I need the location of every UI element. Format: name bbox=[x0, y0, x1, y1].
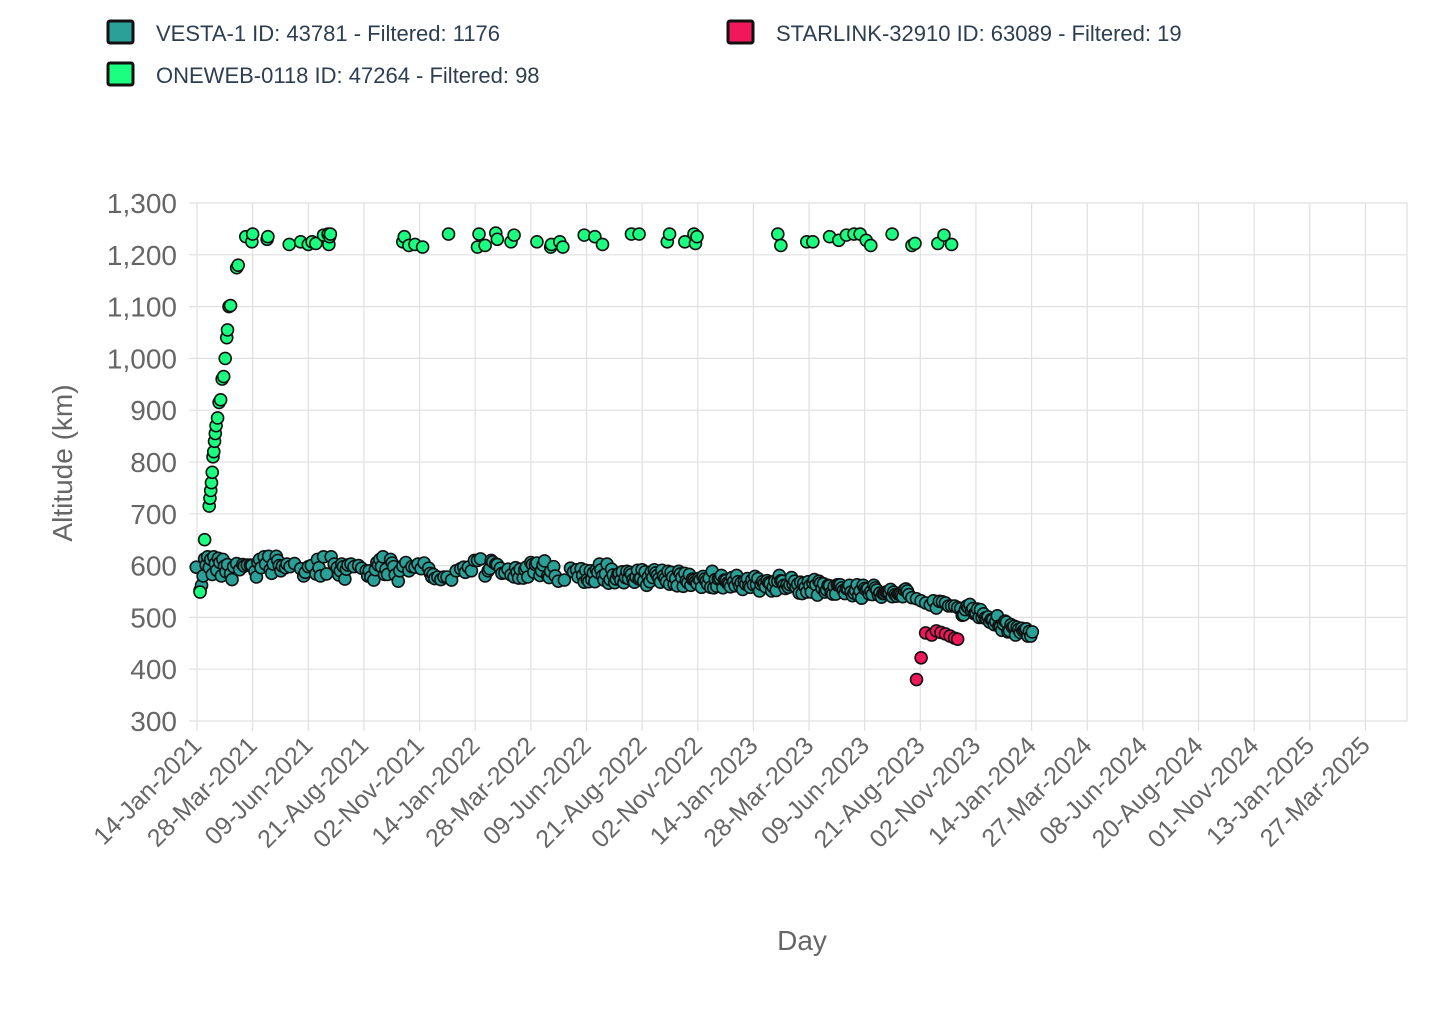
data-point[interactable] bbox=[472, 227, 486, 241]
legend-item-vesta[interactable]: VESTA-1 ID: 43781 - Filtered: 1176 bbox=[106, 19, 500, 46]
data-point[interactable] bbox=[557, 573, 572, 587]
data-point[interactable] bbox=[914, 651, 928, 665]
legend: VESTA-1 ID: 43781 - Filtered: 1176 STARL… bbox=[106, 19, 1182, 88]
data-point[interactable] bbox=[210, 411, 225, 425]
data-point[interactable] bbox=[690, 229, 704, 244]
data-point[interactable] bbox=[556, 240, 570, 254]
data-point[interactable] bbox=[632, 227, 646, 241]
x-axis-ticks: 14-Jan-202128-Mar-202109-Jun-202121-Aug-… bbox=[88, 731, 1376, 853]
legend-label-vesta: VESTA-1 ID: 43781 - Filtered: 1176 bbox=[156, 21, 500, 46]
legend-label-oneweb: ONEWEB-0118 ID: 47264 - Filtered: 98 bbox=[156, 63, 540, 88]
gridlines bbox=[189, 202, 1408, 731]
data-point[interactable] bbox=[323, 227, 338, 241]
legend-swatch-starlink bbox=[726, 19, 755, 45]
y-tick-label: 400 bbox=[130, 654, 177, 685]
legend-label-starlink: STARLINK-32910 ID: 63089 - Filtered: 19 bbox=[776, 21, 1182, 46]
series-vesta-1 bbox=[189, 549, 1040, 643]
legend-item-starlink[interactable]: STARLINK-32910 ID: 63089 - Filtered: 19 bbox=[726, 19, 1182, 46]
data-point[interactable] bbox=[908, 236, 922, 251]
data-point[interactable] bbox=[415, 240, 430, 254]
data-point[interactable] bbox=[507, 228, 521, 242]
data-point[interactable] bbox=[937, 228, 951, 242]
y-tick-label: 500 bbox=[130, 602, 177, 633]
data-point[interactable] bbox=[530, 235, 544, 249]
x-axis-title: Day bbox=[777, 925, 827, 956]
series-oneweb-0118 bbox=[193, 226, 959, 599]
data-point[interactable] bbox=[309, 236, 323, 251]
data-point[interactable] bbox=[220, 323, 235, 337]
y-tick-label: 1,000 bbox=[107, 343, 177, 374]
data-point[interactable] bbox=[909, 672, 924, 687]
data-point[interactable] bbox=[205, 465, 220, 480]
series-starlink-32910 bbox=[909, 624, 965, 687]
data-point[interactable] bbox=[223, 298, 238, 313]
data-point[interactable] bbox=[478, 238, 492, 253]
y-tick-label: 900 bbox=[130, 395, 177, 426]
y-tick-label: 1,100 bbox=[107, 292, 177, 323]
data-point[interactable] bbox=[216, 369, 231, 384]
legend-item-oneweb[interactable]: ONEWEB-0118 ID: 47264 - Filtered: 98 bbox=[106, 61, 540, 88]
data-point[interactable] bbox=[225, 572, 239, 587]
data-point[interactable] bbox=[950, 632, 965, 646]
data-point[interactable] bbox=[441, 227, 456, 241]
data-point[interactable] bbox=[944, 237, 959, 252]
legend-swatch-vesta bbox=[106, 19, 135, 45]
data-point[interactable] bbox=[245, 227, 260, 241]
y-axis-ticks: 1,300 1,200 1,100 1,000 900 800 700 600 500 400 30… bbox=[107, 188, 177, 737]
data-point[interactable] bbox=[197, 532, 212, 547]
legend-swatch-oneweb bbox=[106, 61, 135, 87]
data-points bbox=[189, 226, 1040, 687]
data-point[interactable] bbox=[490, 232, 505, 247]
data-point[interactable] bbox=[885, 227, 899, 241]
data-point[interactable] bbox=[595, 237, 610, 252]
data-point[interactable] bbox=[282, 237, 297, 252]
y-tick-label: 600 bbox=[130, 551, 177, 582]
y-tick-label: 700 bbox=[130, 499, 177, 530]
data-point[interactable] bbox=[213, 393, 228, 407]
y-tick-label: 800 bbox=[130, 447, 177, 478]
data-point[interactable] bbox=[218, 351, 233, 366]
y-tick-label: 1,300 bbox=[107, 188, 177, 219]
data-point[interactable] bbox=[863, 238, 878, 253]
data-point[interactable] bbox=[774, 238, 788, 253]
y-axis-title: Altitude (km) bbox=[47, 384, 78, 541]
data-point[interactable] bbox=[261, 229, 275, 244]
y-tick-label: 1,200 bbox=[107, 240, 177, 271]
data-point[interactable] bbox=[662, 227, 677, 241]
data-point[interactable] bbox=[770, 227, 785, 241]
data-point[interactable] bbox=[231, 258, 245, 272]
data-point[interactable] bbox=[806, 235, 820, 249]
data-point[interactable] bbox=[193, 585, 207, 599]
y-tick-label: 300 bbox=[130, 706, 177, 737]
data-point[interactable] bbox=[1025, 625, 1040, 639]
